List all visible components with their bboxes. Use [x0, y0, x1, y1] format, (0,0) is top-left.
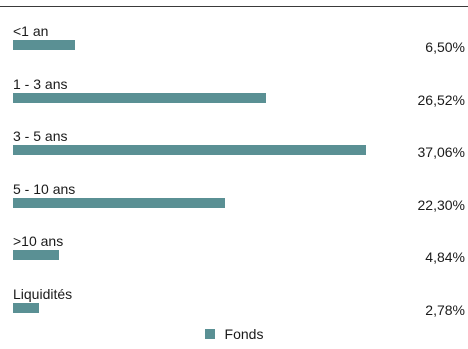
bar: [13, 197, 225, 208]
top-rule: [0, 6, 468, 7]
bar: [13, 40, 75, 50]
value-label: 22,30%: [417, 196, 465, 213]
category-label: 3 - 5 ans: [13, 128, 68, 145]
legend: Fonds: [0, 325, 468, 343]
value-label: 2,78%: [425, 302, 465, 318]
bar: [13, 92, 266, 103]
value-label: 4,84%: [425, 249, 465, 266]
value-label: 26,52%: [417, 91, 465, 108]
category-label: 5 - 10 ans: [13, 180, 76, 197]
legend-label: Fonds: [224, 326, 264, 342]
category-label: Liquidités: [13, 286, 73, 302]
bar: [13, 303, 39, 313]
category-label: >10 ans: [13, 233, 64, 250]
bar: [13, 145, 366, 156]
bar: [13, 250, 59, 261]
category-label: 1 - 3 ans: [13, 75, 68, 92]
value-label: 37,06%: [417, 144, 465, 161]
legend-swatch: [204, 329, 215, 339]
value-label: 6,50%: [425, 39, 465, 55]
category-label: <1 an: [13, 23, 49, 39]
